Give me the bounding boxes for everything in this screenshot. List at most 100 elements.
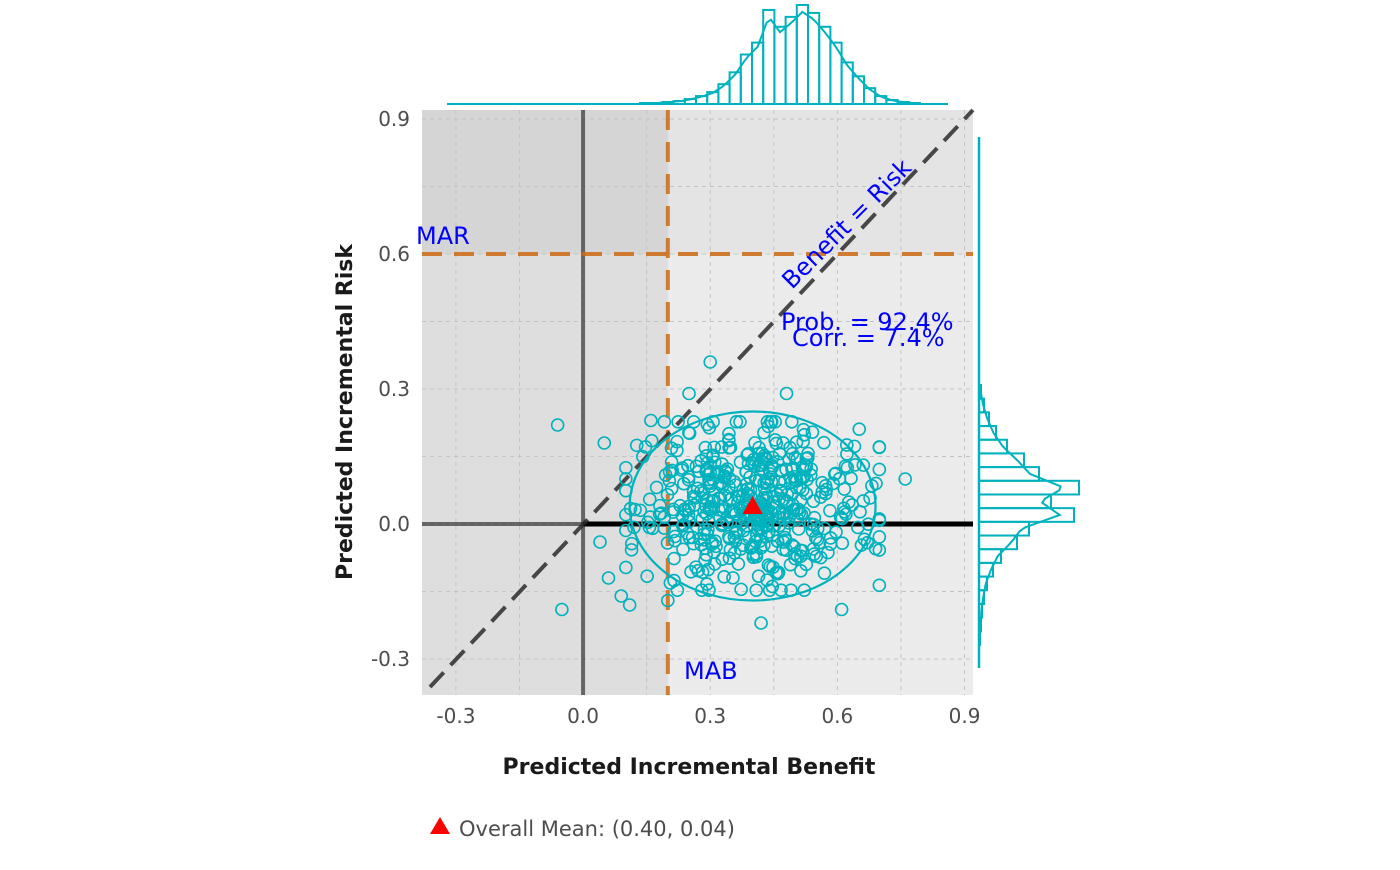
- legend-label: Overall Mean: (0.40, 0.04): [459, 817, 735, 841]
- sample-point: [729, 524, 744, 538]
- sample-point: [695, 511, 710, 526]
- sample-point: [749, 583, 764, 597]
- top-histogram-bar: [739, 53, 753, 105]
- sample-point: [689, 560, 703, 574]
- right-histogram-bar: [978, 493, 1052, 510]
- marginal-histograms-layer: [447, 4, 1080, 668]
- sample-point: [806, 494, 821, 509]
- sample-point: [657, 510, 672, 524]
- sample-point: [740, 487, 755, 501]
- top-histogram-bar: [795, 4, 809, 105]
- sample-point: [622, 598, 637, 612]
- x-tick-label: -0.3: [436, 704, 475, 728]
- right-histogram-bar: [978, 520, 1030, 537]
- sample-point: [624, 536, 639, 551]
- sample-point: [789, 435, 804, 450]
- sample-point: [817, 435, 831, 450]
- y-tick-label: 0.0: [378, 512, 410, 536]
- sample-point: [794, 549, 808, 564]
- sample-point: [699, 507, 714, 521]
- sample-point: [835, 536, 850, 551]
- sample-point: [722, 432, 736, 447]
- sample-point: [817, 566, 832, 580]
- sample-point: [751, 569, 766, 583]
- overall-mean-marker: [742, 496, 763, 514]
- sample-point: [660, 487, 675, 502]
- sample-point: [766, 560, 780, 575]
- sample-point: [765, 460, 780, 475]
- sample-point: [660, 536, 675, 550]
- sample-point: [838, 459, 853, 474]
- sample-point: [806, 517, 821, 532]
- sample-point: [703, 355, 718, 369]
- sample-point: [614, 589, 629, 603]
- sample-point: [670, 583, 685, 597]
- sample-point: [698, 440, 713, 455]
- y-tick-label: 0.9: [378, 107, 410, 131]
- sample-point: [748, 534, 763, 549]
- sample-point: [642, 520, 657, 535]
- sample-point: [682, 499, 696, 514]
- sample-point: [705, 449, 720, 464]
- x-tick-label: 0.6: [821, 704, 853, 728]
- top-density-curve: [645, 10, 915, 105]
- sample-point: [640, 569, 654, 583]
- sample-point: [758, 452, 773, 466]
- sample-point: [649, 480, 664, 495]
- sample-point: [690, 481, 705, 496]
- sample-point: [664, 455, 679, 469]
- sample-point: [593, 535, 607, 549]
- sample-point: [709, 539, 723, 554]
- sample-point: [783, 557, 798, 572]
- sample-point: [752, 473, 767, 488]
- sample-point: [848, 458, 862, 472]
- sample-point: [657, 415, 672, 429]
- sample-point: [715, 552, 730, 567]
- sample-point: [653, 498, 667, 513]
- sample-point: [702, 583, 716, 597]
- sample-point: [694, 484, 708, 498]
- sample-point: [837, 482, 852, 496]
- sample-point: [555, 602, 569, 617]
- sample-point: [807, 510, 822, 525]
- sample-point: [633, 503, 648, 518]
- sample-point: [619, 460, 633, 475]
- sample-point: [807, 547, 821, 561]
- sample-point: [845, 498, 859, 512]
- sample-point: [702, 515, 716, 529]
- sample-point: [792, 505, 807, 520]
- sample-point: [723, 440, 738, 455]
- sample-point: [815, 475, 829, 490]
- sample-point: [682, 514, 696, 529]
- sample-point: [772, 446, 787, 461]
- sample-point: [644, 433, 659, 448]
- top-histogram-bar: [851, 75, 865, 105]
- sample-point: [682, 386, 696, 401]
- sample-point: [718, 501, 732, 516]
- sample-point: [661, 593, 675, 608]
- sample-point: [823, 531, 838, 545]
- sample-point: [785, 497, 800, 512]
- sample-point: [794, 507, 809, 521]
- x-tick-label: 0.9: [949, 704, 981, 728]
- sample-point: [834, 602, 849, 617]
- sample-point: [619, 523, 633, 538]
- correlation-text: Corr. = 7.4%: [792, 324, 945, 352]
- sample-point: [682, 425, 696, 440]
- sample-point: [727, 530, 742, 544]
- mab-label: MAB: [684, 657, 738, 685]
- sample-point: [681, 472, 696, 487]
- sample-point: [701, 467, 716, 482]
- benefit-equals-risk-line: [428, 108, 975, 689]
- top-histogram-bar: [773, 25, 787, 106]
- sample-point: [798, 462, 812, 477]
- sample-point: [788, 469, 802, 484]
- sample-point: [699, 449, 714, 463]
- sample-point: [667, 551, 681, 566]
- sample-point: [676, 542, 690, 557]
- legend-mean-marker: [430, 817, 450, 834]
- sample-point: [898, 472, 912, 486]
- sample-point: [835, 511, 849, 526]
